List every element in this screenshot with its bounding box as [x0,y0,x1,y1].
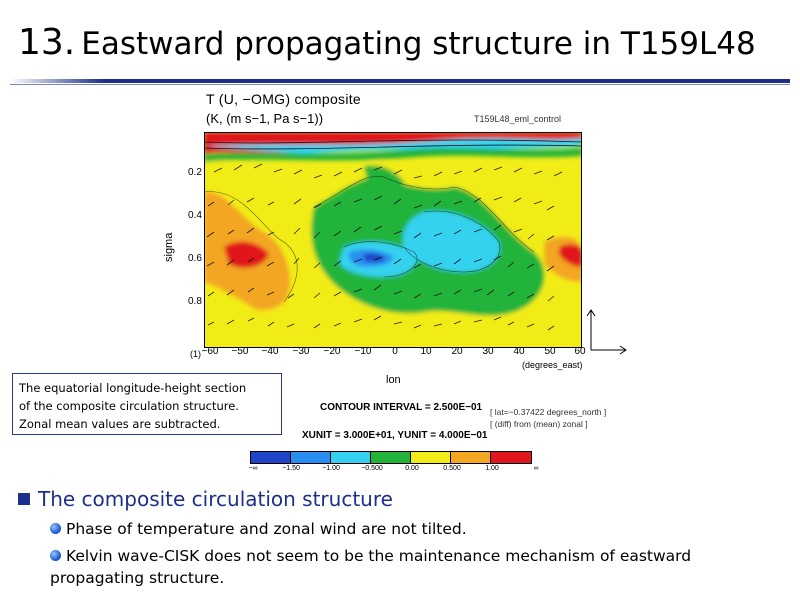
colorbar-label: 0.500 [443,465,461,472]
colorbar-label: ∞ [533,465,539,472]
x-axis-label: lon [386,374,401,386]
colorbar-swatch [291,452,331,463]
contour-plot [204,132,582,348]
figure-experiment: T159L48_eml_control [474,114,562,124]
panel-index: (1) [190,349,201,359]
x-tick-label: 10 [420,346,432,357]
colorbar-label: −0.500 [361,465,383,472]
bullet-heading: The composite circulation structure [18,487,393,511]
vector-scale-arrows [586,309,627,355]
colorbar-swatch [411,452,451,463]
round-bullet-icon [50,523,61,534]
slide-title: 13. Eastward propagating structure in T1… [18,22,756,72]
plot-frame [204,132,582,348]
square-bullet-icon [18,493,30,505]
x-tick-label: −60 [201,346,219,357]
colorbar-swatch [251,452,291,463]
colorbar-swatch [491,452,531,463]
bullet-heading-text: The composite circulation structure [38,487,393,511]
title-underline-thin [10,84,790,85]
colorbar-swatch [371,452,411,463]
y-tick-label: 0.6 [188,253,202,264]
x-tick-label: −30 [292,346,310,357]
latitude-note: [ lat=−0.37422 degrees_north ] [490,407,607,417]
x-tick-label: 0 [392,346,398,357]
slide-title-text: Eastward propagating structure in T159L4… [81,26,756,62]
colorbar-label: 1.00 [485,465,499,472]
colorbar-label: 0.00 [405,465,419,472]
contour-plot-image [204,132,582,348]
bullet-item-text: Phase of temperature and zonal wind are … [66,520,467,538]
caption-line: The equatorial longitude-height section [19,381,247,395]
x-tick-label: −40 [261,346,279,357]
x-tick-label: 30 [482,346,494,357]
bullet-item: Phase of temperature and zonal wind are … [50,518,790,540]
bullet-item: Kelvin wave-CISK does not seem to be the… [50,545,790,589]
slide-number: 13. [18,22,76,63]
contour-interval: CONTOUR INTERVAL = 2.500E−01 [320,402,483,413]
caption-line: of the composite circulation structure. [19,399,239,413]
caption-box: The equatorial longitude-height section … [12,373,282,435]
colorbar [250,451,532,464]
x-tick-label: −10 [354,346,372,357]
diff-note: [ (diff) from (mean) zonal ] [490,419,588,429]
x-tick-label: 60 [574,346,586,357]
bullet-item-text: Kelvin wave-CISK does not seem to be the… [50,547,692,587]
caption-line: Zonal mean values are subtracted. [19,417,221,431]
x-tick-label: −20 [323,346,341,357]
colorbar-label: −1.00 [322,465,340,472]
x-unit-label: (degrees_east) [522,360,583,370]
colorbar-label: −1.50 [282,465,300,472]
y-tick-label: 0.4 [188,210,202,221]
colorbar-label: −∞ [248,465,258,472]
x-tick-label: 50 [544,346,556,357]
y-tick-label: 0.8 [188,296,202,307]
x-tick-label: 40 [513,346,525,357]
x-tick-label: −50 [231,346,249,357]
x-tick-label: 20 [451,346,463,357]
y-tick-label: 0.2 [188,167,202,178]
y-axis-label: sigma [163,232,175,262]
figure-units: (K, (m s−1, Pa s−1)) [206,111,324,126]
colorbar-swatch [451,452,491,463]
unit-note: XUNIT = 3.000E+01, YUNIT = 4.000E−01 [302,430,488,441]
colorbar-swatch [331,452,371,463]
round-bullet-icon [50,550,61,561]
figure-title: T (U, −OMG) composite [206,91,362,107]
title-underline [10,79,790,83]
